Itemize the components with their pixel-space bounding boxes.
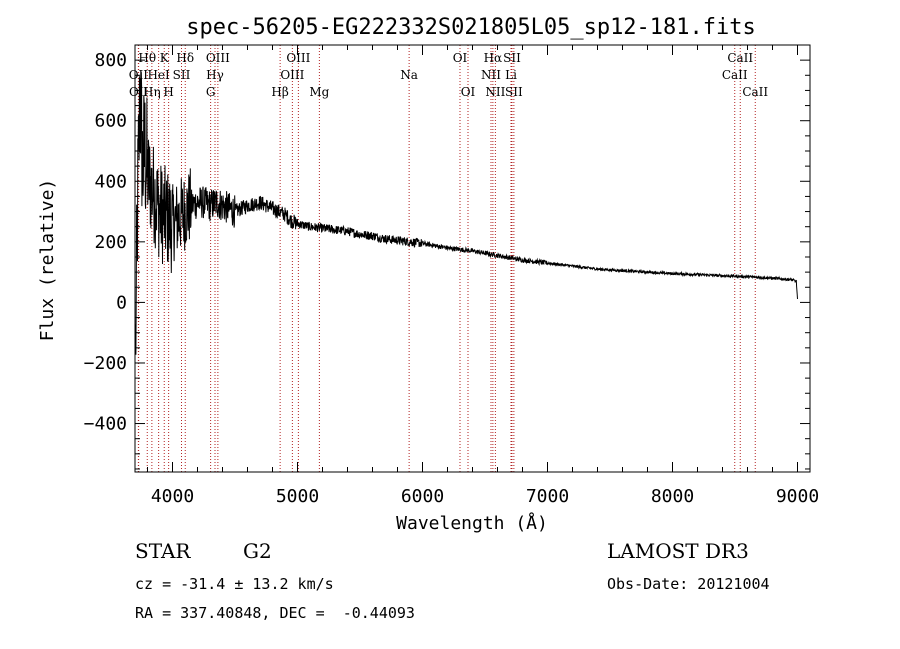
y-tick-label: 0 [116,292,127,313]
y-axis: −400 −200 0 200 400 600 800 [84,50,810,470]
spectral-line-label: CaII [742,85,768,99]
y-tick-label: −200 [84,353,127,374]
spectral-line-label: Hβ [271,85,288,99]
spectral-line-label: Hδ [176,51,194,65]
y-tick-label: 800 [94,50,127,71]
spectral-line-label: Na [400,68,418,82]
spectral-line-label: H [163,85,173,99]
object-class: STAR [135,539,191,563]
survey-name: LAMOST DR3 [607,539,749,563]
x-tick-label: 4000 [151,486,194,507]
y-tick-label: −400 [84,414,127,435]
spectral-line-label: OI [453,51,468,65]
redshift-velocity: cz = -31.4 ± 13.2 km/s [135,575,334,593]
plot-frame [134,44,811,473]
x-tick-label: 7000 [526,486,569,507]
y-tick-label: 200 [94,232,127,253]
spectrum-trace [135,72,798,355]
y-tick-label: 400 [94,171,127,192]
spectral-line-label: OI [461,85,476,99]
spectral-line-label: K [160,51,170,65]
spectral-line-label: OIII [280,68,304,82]
spectral-line-markers [137,45,756,472]
ra-dec: RA = 337.40848, DEC = -0.44093 [135,604,415,622]
spectral-line-label: SII [505,85,523,99]
spectral-line-label: SII [503,51,521,65]
spectral-line-label: NII [481,68,501,82]
spectral-line-label: OIII [206,51,230,65]
spectral-line-label: Li [505,68,517,82]
spectral-line-label: Hγ [206,68,224,82]
object-subclass: G2 [243,539,272,563]
spectral-line-label: SII [173,68,191,82]
x-axis: 4000 5000 6000 7000 8000 9000 [147,45,819,507]
x-tick-label: 8000 [651,486,694,507]
observation-date: Obs-Date: 20121004 [607,575,770,593]
spectral-line-label: CaII [722,68,748,82]
y-tick-label: 600 [94,111,127,132]
spectral-line-label: OIII [286,51,310,65]
spectral-line-label: Hη [143,85,161,99]
spectral-line-label: NII [485,85,505,99]
y-axis-label: Flux (relative) [37,179,58,342]
x-tick-label: 6000 [401,486,444,507]
spectral-line-label: HeI [147,68,170,82]
spectral-line-label: Mg [309,85,329,99]
x-axis-label: Wavelength (Å) [396,512,548,534]
chart-title: spec-56205-EG222332S021805L05_sp12-181.f… [186,15,756,40]
spectral-line-label: Hα [484,51,503,65]
spectral-line-label: G [206,85,216,99]
x-tick-label: 5000 [276,486,319,507]
spectral-line-label: Hθ [138,51,156,65]
spectral-line-label: CaII [727,51,753,65]
x-tick-label: 9000 [776,486,819,507]
